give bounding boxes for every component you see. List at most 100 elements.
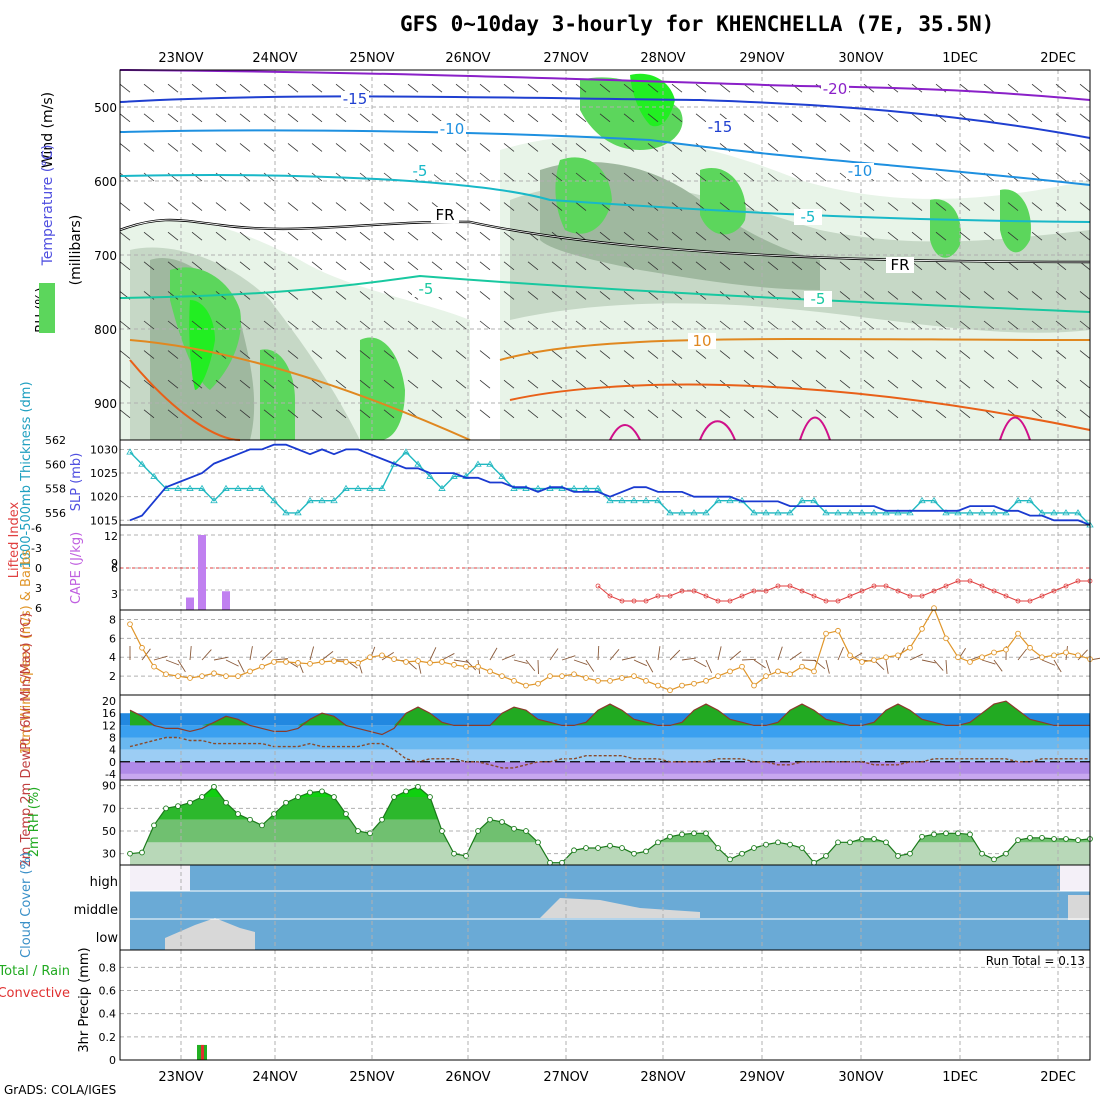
upper-wind-barb (575, 350, 587, 359)
upper-wind-barb (743, 172, 755, 182)
rh-point (187, 799, 193, 806)
upper-wind-barb (911, 379, 923, 389)
upper-wind-barb (527, 320, 539, 330)
temp-tick-label: 8 (109, 732, 116, 745)
upper-wind-barb (263, 261, 275, 271)
temp-ylabel: 2m Temp 2m DewPt (6hr Min/Max) (°C) (19, 613, 34, 868)
upper-wind-barb (1079, 350, 1091, 359)
lifted-index-point (895, 588, 901, 594)
upper-wind-barb (647, 291, 659, 300)
upper-wind-barb (455, 83, 467, 93)
wind-panel-frame (119, 609, 1091, 696)
upper-wind-barb (959, 291, 971, 300)
wind-speed-point (367, 654, 373, 661)
upper-wind-barb (191, 409, 203, 419)
thickness-point (426, 472, 434, 479)
wind-barb (501, 654, 516, 661)
slp-tick-label: 1030 (90, 443, 118, 456)
upper-wind-barb (671, 409, 683, 419)
upper-wind-barb (239, 261, 251, 271)
upper-wind-barb (887, 113, 899, 123)
upper-wind-barb (695, 113, 707, 123)
lifted-index-point (967, 578, 973, 584)
upper-wind-barb (551, 409, 563, 419)
upper-wind-barb (383, 83, 395, 93)
upper-wind-barb (887, 202, 899, 211)
upper-wind-barb (839, 202, 851, 211)
rh-point (727, 856, 733, 863)
rh-point (775, 839, 781, 846)
lifted-index-point (979, 583, 985, 589)
rh-point (139, 849, 145, 856)
wind-speed-point (439, 659, 445, 665)
upper-wind-barb (623, 350, 635, 359)
wind-barb (729, 650, 742, 661)
upper-wind-barb (191, 261, 203, 271)
contour-label-bg (438, 121, 466, 137)
upper-wind-barb (527, 202, 539, 211)
wind-speed-point (907, 644, 913, 651)
upper-wind-barb (1007, 320, 1019, 330)
upper-wind-barb (599, 83, 611, 93)
wind-barb (381, 651, 394, 661)
upper-wind-barb (383, 320, 395, 330)
upper-wind-barb (167, 202, 179, 211)
contour-label: FR (435, 206, 454, 224)
cape-ylabel-lifted: Lifted Index (7, 501, 22, 578)
upper-wind-barb (359, 409, 371, 419)
cape-tick-label: 6 (111, 562, 118, 575)
upper-wind-barb (815, 113, 827, 123)
upper-wind-barb (215, 113, 227, 123)
rh-point (895, 853, 901, 859)
upper-wind-barb (239, 350, 251, 359)
upper-wind-barb (575, 379, 587, 389)
rh-point (763, 841, 769, 848)
lifted-index-point (1039, 593, 1045, 599)
date-label-top: 27NOV (543, 51, 588, 66)
lifted-index-point (607, 593, 613, 599)
upper-wind-barb (527, 143, 539, 152)
upper-wind-barb (431, 113, 443, 123)
upper-wind-barb (599, 291, 611, 300)
wind-barb (597, 645, 600, 661)
upper-wind-barb (1031, 202, 1043, 211)
upper-wind-barb (599, 143, 611, 152)
rh-point (295, 794, 301, 800)
thickness-point (654, 496, 662, 504)
upper-wind-barb (383, 143, 395, 152)
upper-wind-barb (311, 143, 323, 152)
upper-wind-barb (1007, 379, 1019, 389)
upper-wind-barb (119, 409, 131, 419)
lifted-index-point (847, 593, 853, 599)
wind-speed-point (415, 658, 421, 664)
rh-point (487, 816, 493, 823)
upper-wind-barb (479, 261, 491, 271)
thickness-point (1014, 496, 1022, 504)
wind-barb (153, 655, 168, 661)
wind-speed-point (967, 659, 973, 665)
thickness-point (774, 509, 782, 516)
upper-wind-barb (1031, 291, 1043, 300)
upper-wind-barb (671, 83, 683, 93)
thickness-point (186, 484, 194, 491)
thickness-point (954, 509, 962, 516)
upper-wind-barb (1007, 113, 1019, 123)
wind-speed-point (1051, 652, 1057, 659)
upper-wind-barb (743, 261, 755, 271)
upper-wind-barb (431, 320, 443, 330)
upper-wind-barb (1007, 143, 1019, 152)
upper-wind-barb (527, 350, 539, 359)
upper-wind-barb (359, 83, 371, 93)
date-label-bottom: 1DEC (942, 1070, 978, 1085)
upper-wind-barb (719, 83, 731, 93)
upper-wind-barb (575, 231, 587, 241)
upper-wind-barb (455, 409, 467, 419)
wind-barb (549, 648, 559, 661)
upper-wind-barb (671, 261, 683, 271)
upper-wind-barb (359, 291, 371, 300)
upper-wind-barb (623, 291, 635, 300)
upper-wind-barb (311, 350, 323, 359)
upper-wind-barb (383, 113, 395, 123)
contour-label-bg (688, 333, 716, 349)
upper-wind-barb (959, 202, 971, 211)
